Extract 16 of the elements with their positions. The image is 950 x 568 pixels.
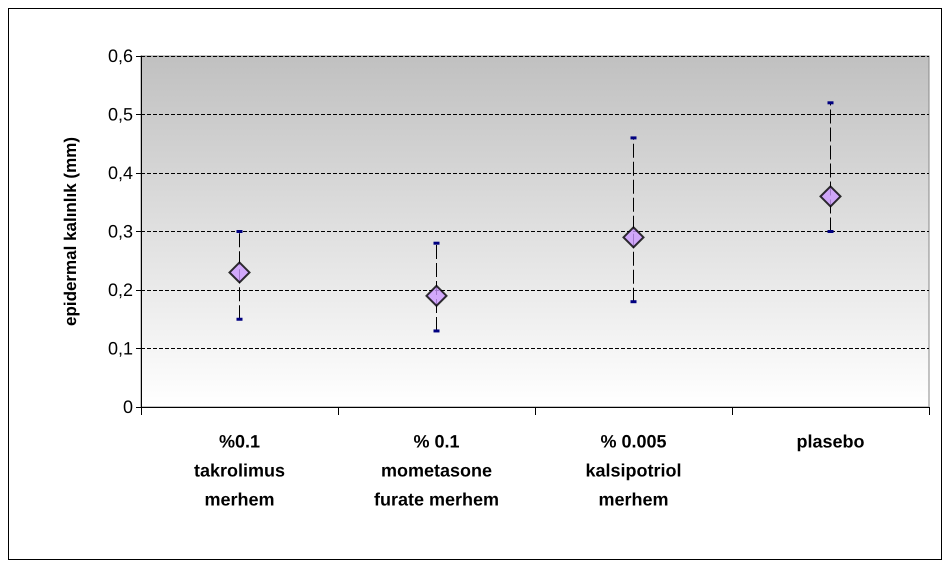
point [820,185,842,208]
y-tick-label: 0,3 [108,222,133,242]
y-tick-label: 0,4 [108,163,133,183]
point [622,226,644,248]
y-tick-label: 0 [122,397,133,417]
x-tick-label: % 0.005 kalsipotriol merhem [585,432,682,510]
y-axis-title: epidermal kalınlık (mm) [61,137,80,326]
y-tick-label: 0,1 [108,338,133,358]
y-tick-label: 0,2 [108,280,133,300]
point [426,284,448,307]
x-tick-label: % 0.1 mometasone furate merhem [374,432,500,510]
x-tick-label: plasebo [796,432,865,452]
x-tick-label: %0.1 takrolimus merhem [194,432,286,510]
y-tick-label: 0,6 [108,46,133,66]
y-tick-label: 0,5 [108,104,133,124]
point [228,261,250,284]
